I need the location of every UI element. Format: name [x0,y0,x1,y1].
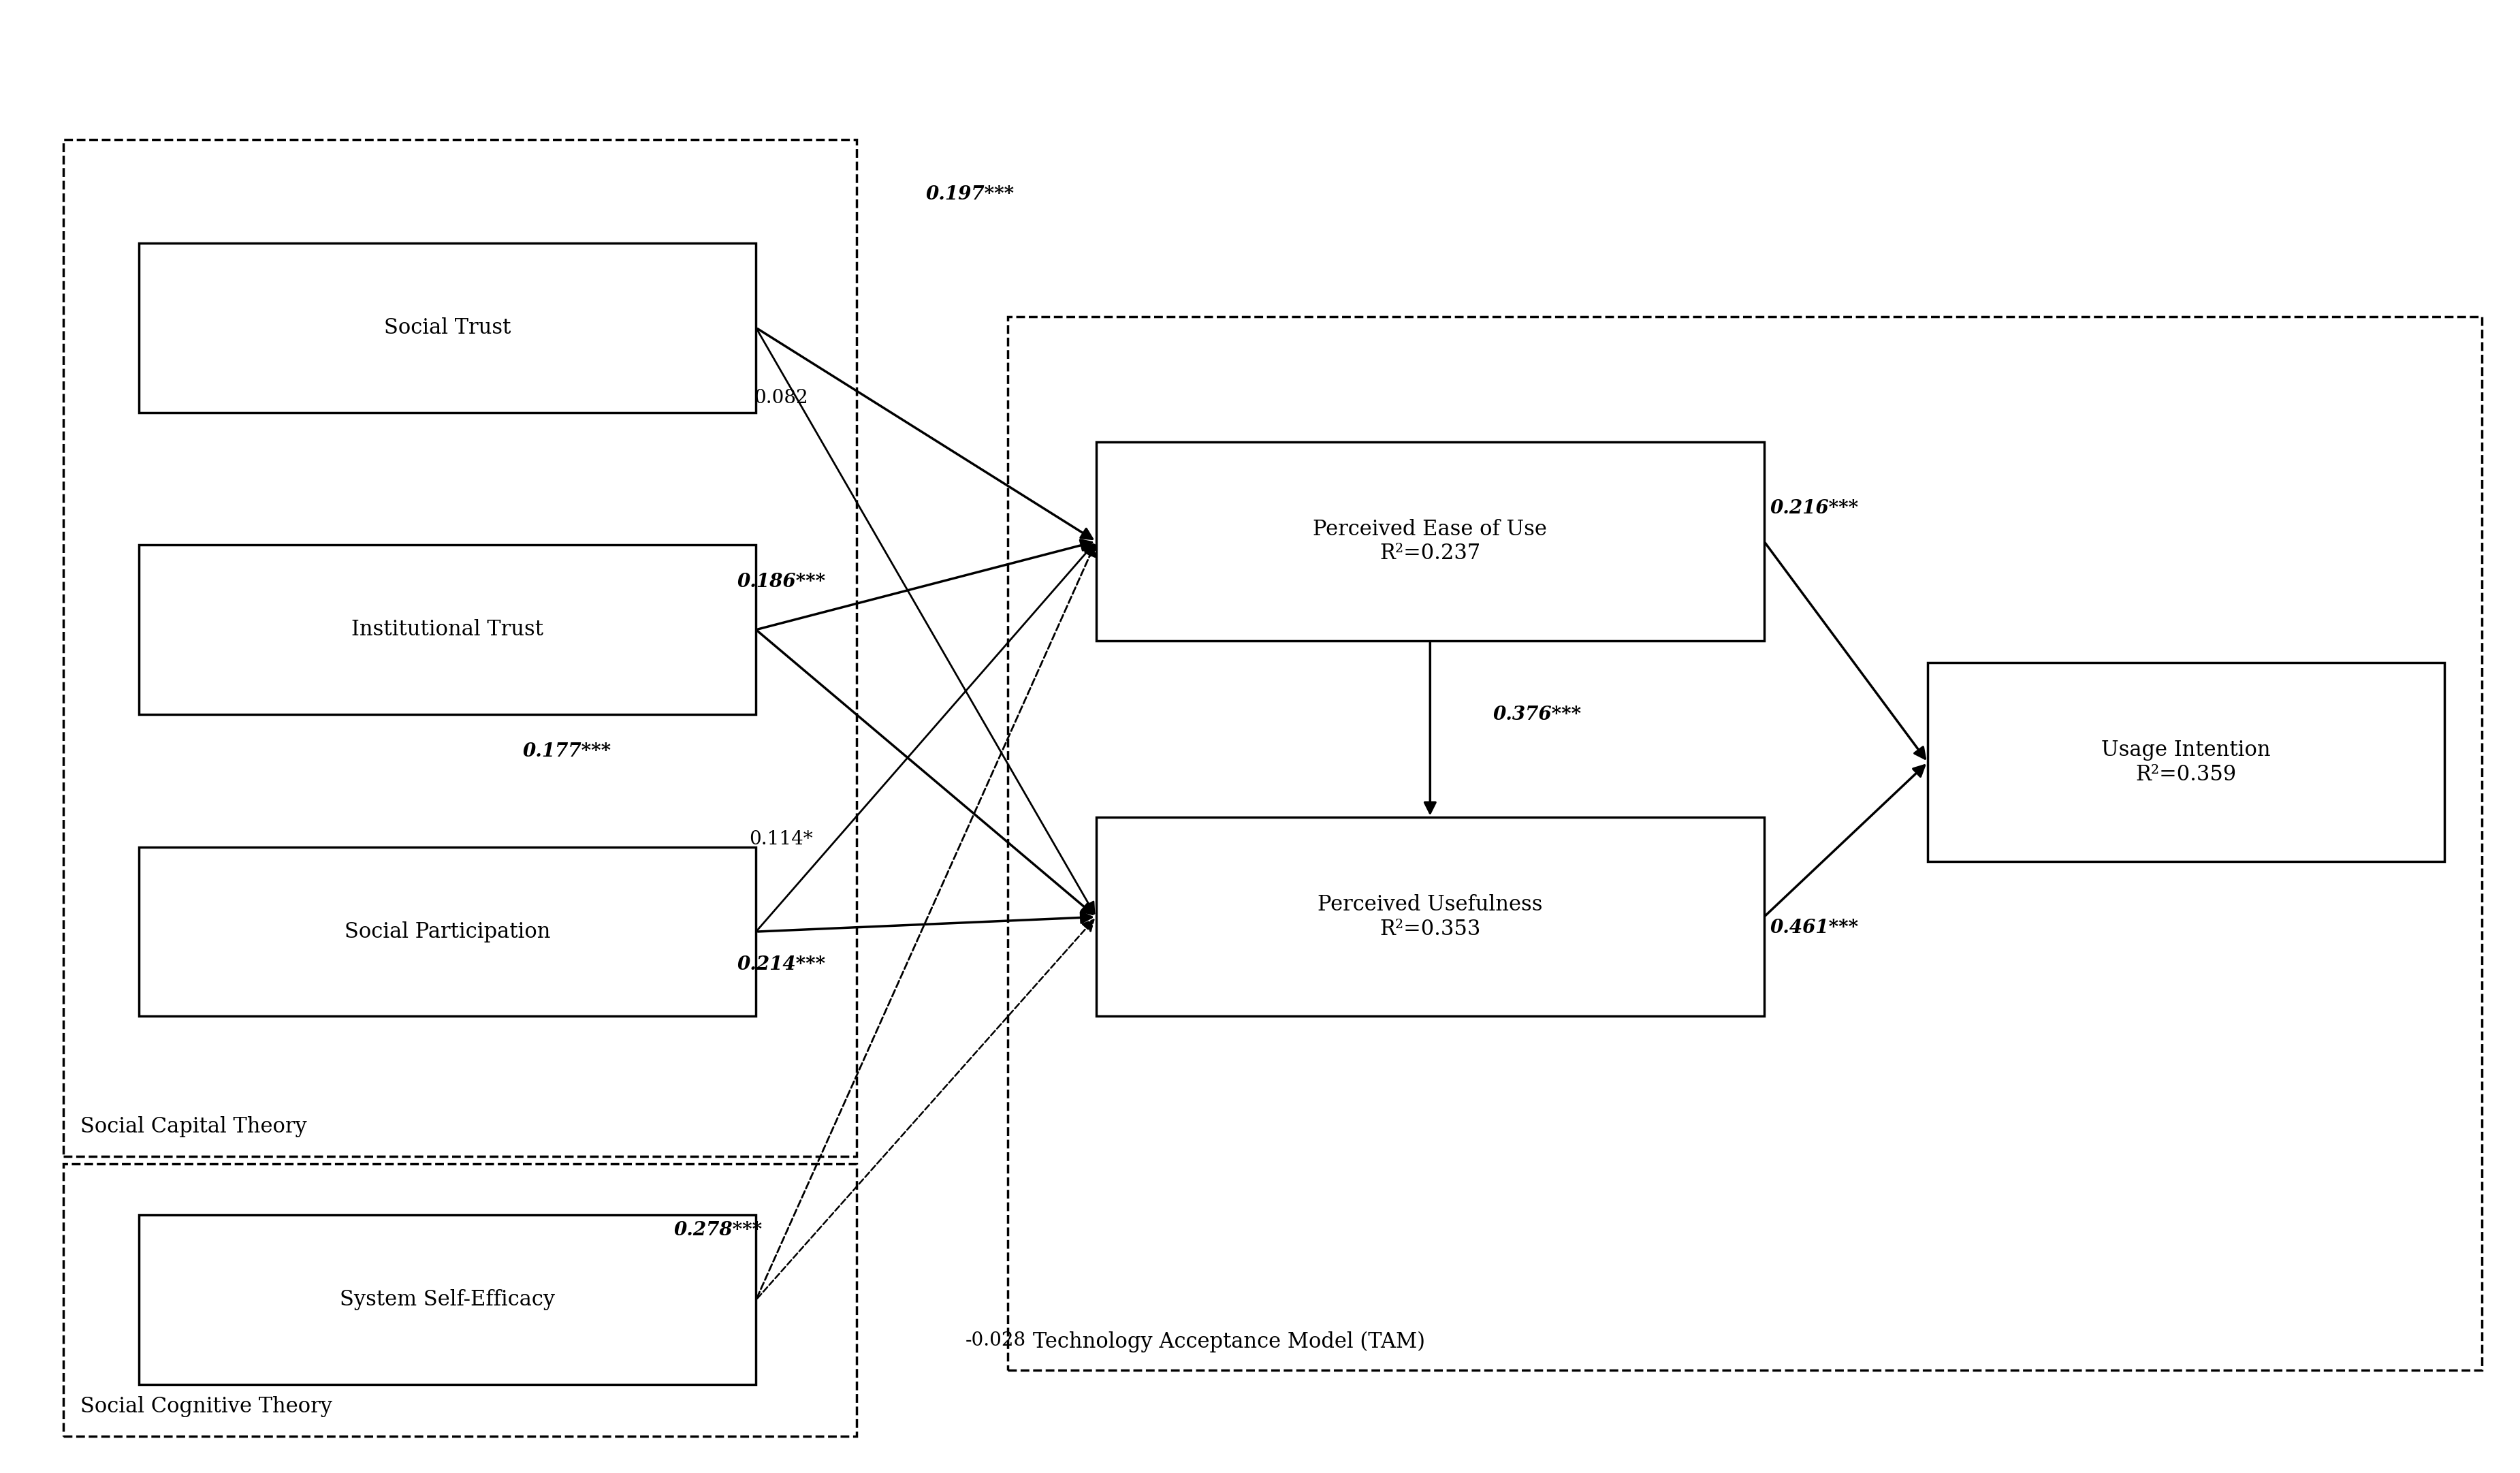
Text: 0.214***: 0.214*** [736,956,827,974]
Text: 0.216***: 0.216*** [1769,499,1860,517]
Bar [139,545,756,714]
Bar [1008,317,2482,1370]
Text: Social Capital Theory: Social Capital Theory [81,1117,307,1137]
Text: 0.461***: 0.461*** [1769,919,1860,937]
Bar [1096,442,1764,641]
Text: Technology Acceptance Model (TAM): Technology Acceptance Model (TAM) [1033,1332,1426,1352]
Bar [63,1164,857,1436]
Bar [139,847,756,1016]
Text: 0.186***: 0.186*** [736,573,827,591]
Bar [63,140,857,1156]
Bar [1096,818,1764,1016]
Text: Usage Intention
R²=0.359: Usage Intention R²=0.359 [2102,739,2271,785]
Text: 0.114*: 0.114* [748,831,814,848]
Text: 0.278***: 0.278*** [673,1221,764,1239]
Bar [1928,663,2444,862]
Text: Perceived Ease of Use
R²=0.237: Perceived Ease of Use R²=0.237 [1313,518,1547,564]
Bar [139,1215,756,1385]
Text: Social Trust: Social Trust [383,317,512,339]
Text: Social Cognitive Theory: Social Cognitive Theory [81,1396,333,1417]
Text: -0.028: -0.028 [965,1332,1026,1349]
Text: Institutional Trust: Institutional Trust [350,619,544,641]
Bar [139,243,756,412]
Text: Perceived Usefulness
R²=0.353: Perceived Usefulness R²=0.353 [1318,894,1542,940]
Text: 0.197***: 0.197*** [925,186,1016,203]
Text: Social Participation: Social Participation [345,921,549,943]
Text: 0.177***: 0.177*** [522,742,612,760]
Text: 0.376***: 0.376*** [1492,706,1583,723]
Text: System Self-Efficacy: System Self-Efficacy [340,1289,554,1311]
Text: 0.082: 0.082 [753,389,809,407]
